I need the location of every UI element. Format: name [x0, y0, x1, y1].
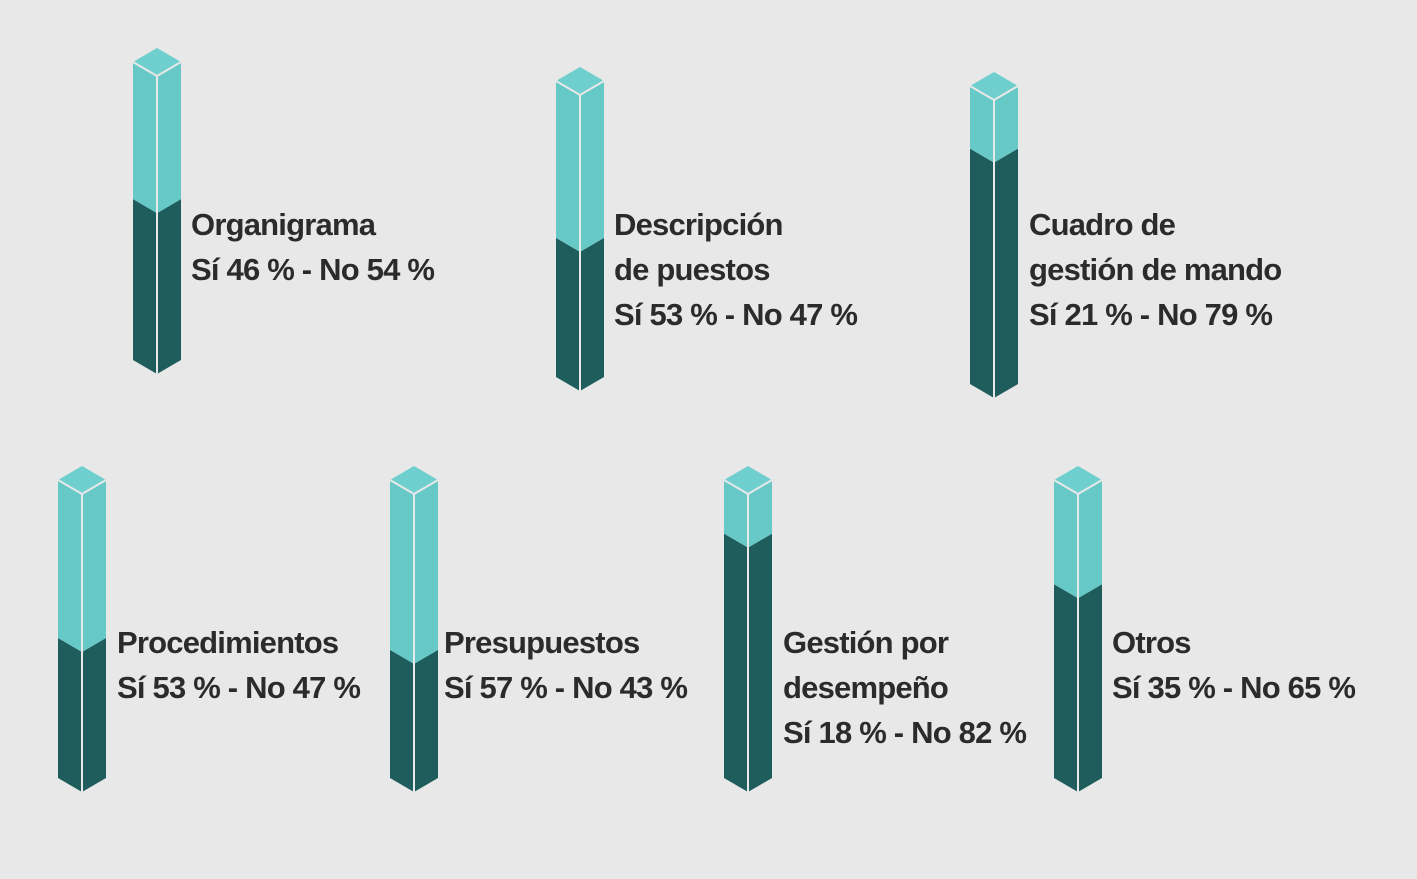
column-cap-edge: [579, 80, 605, 96]
column-title: Procedimientos: [117, 625, 339, 660]
si-segment: [724, 480, 748, 548]
no-segment: [1054, 584, 1078, 792]
column-cap-edge: [1077, 479, 1103, 495]
si-segment: [1078, 480, 1102, 599]
column-result: Sí 18 % - No 82 %: [783, 715, 1027, 750]
column-label-4: Presupuestos Sí 57 % - No 43 %: [444, 620, 688, 710]
no-segment: [58, 637, 82, 792]
column-cap-edge: [555, 80, 581, 96]
no-segment: [556, 237, 580, 391]
no-segment: [724, 533, 748, 792]
column-cap-edge: [132, 61, 158, 77]
si-segment: [58, 480, 82, 652]
no-segment: [748, 533, 772, 792]
si-segment: [1054, 480, 1078, 599]
si-segment: [133, 62, 157, 214]
no-segment: [580, 237, 604, 391]
column-result: Sí 53 % - No 47 %: [117, 670, 361, 705]
column-cap-edge: [993, 85, 1019, 101]
si-segment: [556, 81, 580, 252]
column-title: Cuadro de: [1029, 207, 1176, 242]
column-result: Sí 21 % - No 79 %: [1029, 297, 1273, 332]
column-result: Sí 46 % - No 54 %: [191, 252, 435, 287]
column-cap-edge: [81, 479, 107, 495]
no-segment: [390, 649, 414, 792]
no-segment: [82, 637, 106, 792]
column-title: Descripción: [614, 207, 783, 242]
si-segment: [580, 81, 604, 252]
si-segment: [414, 480, 438, 664]
column-cap-edge: [969, 85, 995, 101]
si-segment: [157, 62, 181, 214]
column-cap-edge: [57, 479, 83, 495]
column-title: Gestión por: [783, 625, 949, 660]
column-title: de puestos: [614, 252, 770, 287]
si-segment: [748, 480, 772, 548]
column-cap-edge: [723, 479, 749, 495]
column-label-1: Descripción de puestos Sí 53 % - No 47 %: [614, 202, 858, 337]
column-result: Sí 53 % - No 47 %: [614, 297, 858, 332]
column-cap-edge: [747, 479, 773, 495]
column-cap-edge: [413, 479, 439, 495]
column-result: Sí 35 % - No 65 %: [1112, 670, 1356, 705]
no-segment: [133, 199, 157, 374]
column-title: Otros: [1112, 625, 1191, 660]
si-segment: [970, 86, 994, 163]
column-title: Organigrama: [191, 207, 376, 242]
no-segment: [414, 649, 438, 792]
column-label-0: Organigrama Sí 46 % - No 54 %: [191, 202, 435, 292]
column-label-5: Gestión por desempeño Sí 18 % - No 82 %: [783, 620, 1027, 755]
si-segment: [390, 480, 414, 664]
column-cap-edge: [389, 479, 415, 495]
si-segment: [994, 86, 1018, 163]
column-cap-edge: [1053, 479, 1079, 495]
column-title: Presupuestos: [444, 625, 640, 660]
no-segment: [1078, 584, 1102, 792]
no-segment: [157, 199, 181, 374]
column-title: gestión de mando: [1029, 252, 1282, 287]
column-result: Sí 57 % - No 43 %: [444, 670, 688, 705]
no-segment: [970, 148, 994, 398]
column-title: desempeño: [783, 670, 949, 705]
column-cap-edge: [156, 61, 182, 77]
column-label-3: Procedimientos Sí 53 % - No 47 %: [117, 620, 361, 710]
si-segment: [82, 480, 106, 652]
column-label-6: Otros Sí 35 % - No 65 %: [1112, 620, 1356, 710]
no-segment: [994, 148, 1018, 398]
column-label-2: Cuadro de gestión de mando Sí 21 % - No …: [1029, 202, 1282, 337]
